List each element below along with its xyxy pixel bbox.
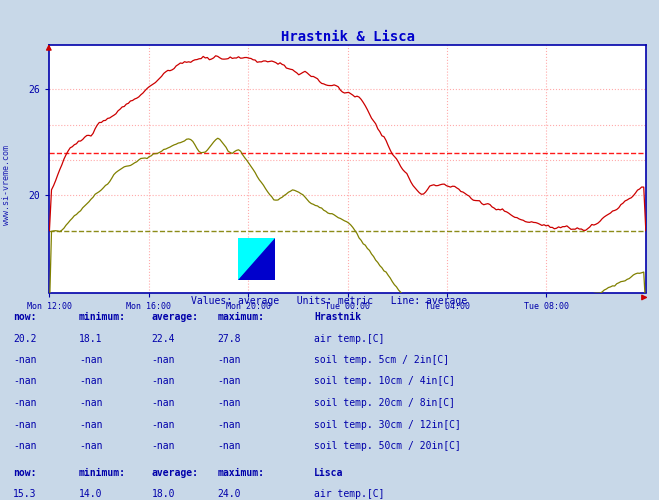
Text: Lisca: Lisca — [314, 468, 344, 477]
Text: -nan: -nan — [79, 355, 103, 365]
Text: -nan: -nan — [217, 420, 241, 430]
Title: Hrastnik & Lisca: Hrastnik & Lisca — [281, 30, 415, 44]
Text: 14.0: 14.0 — [79, 489, 103, 499]
Text: now:: now: — [13, 468, 37, 477]
Text: soil temp. 5cm / 2in[C]: soil temp. 5cm / 2in[C] — [314, 355, 449, 365]
Text: 18.1: 18.1 — [79, 334, 103, 344]
Text: -nan: -nan — [152, 441, 175, 451]
Text: -nan: -nan — [217, 441, 241, 451]
Text: soil temp. 30cm / 12in[C]: soil temp. 30cm / 12in[C] — [314, 420, 461, 430]
Text: soil temp. 50cm / 20in[C]: soil temp. 50cm / 20in[C] — [314, 441, 461, 451]
Text: -nan: -nan — [217, 376, 241, 386]
Text: -nan: -nan — [79, 376, 103, 386]
Text: -nan: -nan — [152, 420, 175, 430]
Text: -nan: -nan — [13, 420, 37, 430]
Text: -nan: -nan — [79, 420, 103, 430]
Text: 18.0: 18.0 — [152, 489, 175, 499]
Text: soil temp. 20cm / 8in[C]: soil temp. 20cm / 8in[C] — [314, 398, 455, 408]
Text: -nan: -nan — [152, 398, 175, 408]
Text: now:: now: — [13, 312, 37, 322]
Text: -nan: -nan — [79, 398, 103, 408]
Text: air temp.[C]: air temp.[C] — [314, 489, 385, 499]
Text: -nan: -nan — [152, 376, 175, 386]
Text: 22.4: 22.4 — [152, 334, 175, 344]
Text: minimum:: minimum: — [79, 468, 126, 477]
Text: -nan: -nan — [217, 398, 241, 408]
Text: -nan: -nan — [217, 355, 241, 365]
Text: minimum:: minimum: — [79, 312, 126, 322]
Text: Hrastnik: Hrastnik — [314, 312, 361, 322]
Text: maximum:: maximum: — [217, 468, 264, 477]
Polygon shape — [239, 238, 275, 280]
Text: -nan: -nan — [13, 441, 37, 451]
Text: -nan: -nan — [152, 355, 175, 365]
Text: air temp.[C]: air temp.[C] — [314, 334, 385, 344]
Text: maximum:: maximum: — [217, 312, 264, 322]
Text: 15.3: 15.3 — [13, 489, 37, 499]
Text: soil temp. 10cm / 4in[C]: soil temp. 10cm / 4in[C] — [314, 376, 455, 386]
Text: 27.8: 27.8 — [217, 334, 241, 344]
Text: www.si-vreme.com: www.si-vreme.com — [2, 145, 11, 225]
Text: average:: average: — [152, 468, 198, 477]
Text: -nan: -nan — [13, 376, 37, 386]
Text: 24.0: 24.0 — [217, 489, 241, 499]
Text: -nan: -nan — [13, 355, 37, 365]
Polygon shape — [239, 238, 275, 280]
Text: Values: average   Units: metric   Line: average: Values: average Units: metric Line: aver… — [191, 296, 468, 306]
Text: -nan: -nan — [13, 398, 37, 408]
Text: -nan: -nan — [79, 441, 103, 451]
Text: average:: average: — [152, 312, 198, 322]
Text: 20.2: 20.2 — [13, 334, 37, 344]
